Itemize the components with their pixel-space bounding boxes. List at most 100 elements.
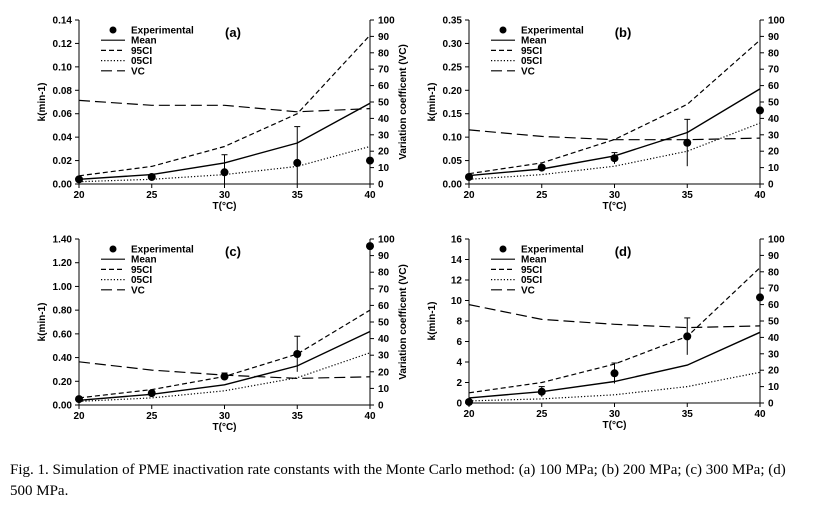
y-axis-label: k(min-1) <box>37 83 48 122</box>
x-tick-label: 40 <box>754 409 766 420</box>
y2-tick-label: 30 <box>378 351 390 362</box>
legend-label: 95CI <box>131 46 152 57</box>
y2-tick-label: 90 <box>768 32 780 43</box>
y-axis-label: k(min-1) <box>37 303 48 342</box>
series-line-05ci <box>468 122 761 180</box>
chart-panel-a: 0.00 0.02 0.04 0.06 0.08 0.10 0.12 0.14 0 10 20 30 4… <box>37 16 409 213</box>
legend-label: Mean <box>521 36 547 47</box>
x-tick-label: 35 <box>682 190 694 201</box>
panel-label: (d) <box>615 244 632 259</box>
experimental-point <box>465 172 473 181</box>
experimental-point <box>756 293 764 302</box>
y-tick-label: 0.14 <box>53 16 73 27</box>
y-tick-label: 0 <box>456 399 462 410</box>
y2-tick-label: 70 <box>378 284 390 295</box>
y2-tick-label: 70 <box>378 65 390 76</box>
chart-panel-b: 0.00 0.05 0.10 0.15 0.20 0.25 0.30 0.35 0 10 20 30 4… <box>427 16 785 213</box>
legend-label: VC <box>521 285 535 296</box>
legend-label: 95CI <box>131 265 152 276</box>
y-tick-label: 4 <box>456 358 462 369</box>
legend-label: VC <box>131 66 145 77</box>
experimental-point <box>75 175 83 184</box>
panel-label: (c) <box>225 244 241 259</box>
x-axis-label: T(°C) <box>603 201 627 212</box>
y2-tick-label: 30 <box>378 130 390 141</box>
legend-label: 05CI <box>131 56 152 67</box>
y-tick-label: 0.15 <box>443 109 463 120</box>
y2-axis-label: Variation coefficent (VC) <box>398 264 409 380</box>
experimental-point <box>756 106 764 115</box>
y2-axis-label: Variation coefficent (VC) <box>398 44 409 160</box>
series-line-mean <box>468 88 761 177</box>
experimental-point <box>293 350 302 359</box>
y-tick-label: 0.10 <box>443 133 463 144</box>
x-axis-label: T(°C) <box>213 422 237 433</box>
y2-tick-label: 50 <box>378 98 390 109</box>
legend-label: VC <box>521 66 535 77</box>
chart-panel-c: 0.00 0.20 0.40 0.60 0.80 1.00 1.20 1.40 0 10 20 30 4… <box>37 235 409 434</box>
y2-tick-label: 30 <box>768 349 780 360</box>
y-axis-label: k(min-1) <box>427 83 438 122</box>
legend-label: Experimental <box>131 26 194 37</box>
x-tick-label: 25 <box>146 190 158 201</box>
series-line-vc <box>78 361 371 380</box>
x-tick-label: 20 <box>73 411 85 422</box>
y-tick-label: 0.04 <box>53 133 73 144</box>
y-tick-label: 0.00 <box>53 401 73 412</box>
y-tick-label: 1.00 <box>53 282 73 293</box>
series-line-vc <box>468 304 761 329</box>
experimental-point <box>366 156 374 165</box>
legend-label: 95CI <box>521 46 542 57</box>
panel-label: (a) <box>225 25 241 40</box>
series-line-95ci <box>468 39 761 175</box>
x-axis-label: T(°C) <box>213 201 237 212</box>
legend-label: 05CI <box>131 275 152 286</box>
y-tick-label: 6 <box>456 337 462 348</box>
legend-label: 05CI <box>521 275 542 286</box>
y2-tick-label: 10 <box>768 163 780 174</box>
y-tick-label: 0.40 <box>53 353 73 364</box>
y2-tick-label: 60 <box>768 81 780 92</box>
y-tick-label: 0.10 <box>53 62 73 73</box>
y-tick-label: 1.20 <box>53 258 73 269</box>
x-tick-label: 35 <box>292 411 304 422</box>
x-tick-label: 30 <box>219 411 231 422</box>
y-tick-label: 0.06 <box>53 109 73 120</box>
y-tick-label: 0.00 <box>443 180 463 191</box>
y-tick-label: 10 <box>451 296 463 307</box>
y2-tick-label: 100 <box>378 235 395 246</box>
y2-tick-label: 40 <box>378 334 390 345</box>
experimental-point <box>147 389 156 398</box>
x-tick-label: 20 <box>73 190 85 201</box>
x-tick-label: 20 <box>463 409 475 420</box>
experimental-point <box>293 158 302 167</box>
y2-tick-label: 90 <box>768 251 780 262</box>
experimental-point <box>537 163 546 172</box>
series-line-95ci <box>78 34 371 177</box>
y2-tick-label: 30 <box>768 130 780 141</box>
x-axis-label: T(°C) <box>603 420 627 431</box>
x-tick-label: 35 <box>682 409 694 420</box>
figure-caption: Fig. 1. Simulation of PME inactivation r… <box>10 462 786 499</box>
x-tick-label: 20 <box>463 190 475 201</box>
y2-tick-label: 40 <box>768 333 780 344</box>
y-tick-label: 14 <box>451 255 463 266</box>
y-tick-label: 0.20 <box>53 377 73 388</box>
experimental-point <box>75 395 83 404</box>
y2-tick-label: 10 <box>378 384 390 395</box>
x-tick-label: 30 <box>609 409 621 420</box>
x-tick-label: 25 <box>536 190 548 201</box>
y2-tick-label: 0 <box>378 401 384 412</box>
y-tick-label: 0.12 <box>53 39 73 50</box>
y2-tick-label: 0 <box>768 399 774 410</box>
experimental-point <box>366 242 374 251</box>
x-tick-label: 25 <box>146 411 158 422</box>
y-tick-label: 0.20 <box>443 86 463 97</box>
y-tick-label: 0.30 <box>443 39 463 50</box>
y2-tick-label: 90 <box>378 32 390 43</box>
y-tick-label: 8 <box>456 317 462 328</box>
legend-marker <box>109 245 117 253</box>
experimental-point <box>683 138 692 147</box>
y-tick-label: 0.02 <box>53 156 73 167</box>
series-line-05ci <box>468 371 761 402</box>
